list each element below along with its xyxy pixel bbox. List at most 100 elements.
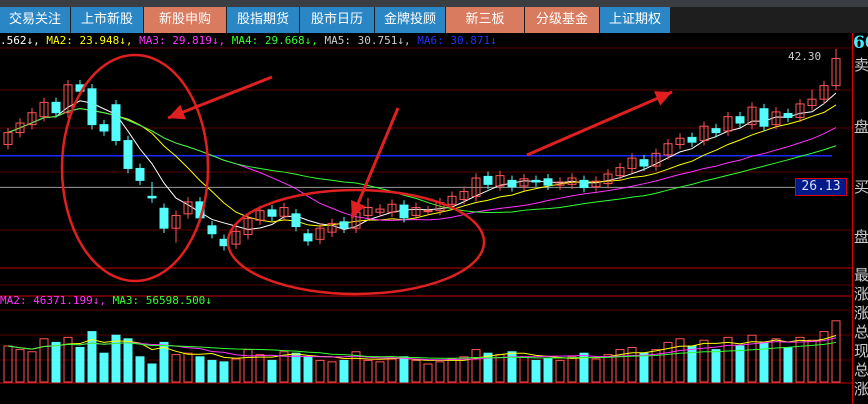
volume-bar xyxy=(615,349,625,383)
candle-body xyxy=(159,207,169,229)
top-menu: 交易关注 上市新股 新股申购 股指期货 股市日历 金牌投顾 新三板 分级基金 上证期权 xyxy=(0,7,868,33)
ma30-line xyxy=(7,107,837,213)
candle-body xyxy=(375,208,385,213)
volume-bar xyxy=(507,351,517,383)
candle-body xyxy=(111,104,121,142)
annotation-arrow xyxy=(526,90,673,157)
volume-bar xyxy=(735,345,745,383)
volume-bar xyxy=(363,359,373,383)
right-panel-label: 盘 xyxy=(854,228,868,246)
candle-body xyxy=(615,167,625,177)
menu-item-0[interactable]: 交易关注 xyxy=(0,7,70,33)
right-panel-label: 最 xyxy=(854,266,868,284)
menu-item-4[interactable]: 股市日历 xyxy=(300,7,374,33)
volume-bar xyxy=(543,357,553,383)
candle-body xyxy=(675,137,685,146)
ma5-line xyxy=(7,92,837,230)
menu-item-7[interactable]: 分级基金 xyxy=(525,7,599,33)
right-panel-label: 盘 xyxy=(854,118,868,136)
candle-body xyxy=(327,222,337,233)
menu-item-1[interactable]: 上市新股 xyxy=(71,7,143,33)
candle-body xyxy=(231,230,241,245)
candle-body xyxy=(39,101,49,118)
legend-entry: MA4: 29.668↓, xyxy=(231,34,325,47)
candle-body xyxy=(15,122,25,134)
right-panel-top-value: 60 xyxy=(853,33,868,53)
ma10-line xyxy=(7,104,837,227)
legend-entry: MA2: 46371.199↓, xyxy=(0,294,113,307)
volume-bar xyxy=(219,361,229,383)
right-panel-label: 涨 xyxy=(854,285,868,303)
candle-body xyxy=(387,203,397,213)
volume-bar xyxy=(435,361,445,383)
menu-item-2[interactable]: 新股申购 xyxy=(144,7,226,33)
candle-body xyxy=(3,132,13,146)
candle-body xyxy=(699,125,709,142)
menu-item-8[interactable]: 上证期权 xyxy=(600,7,670,33)
price-ma-legend: .562↓, MA2: 23.948↓, MA3: 29.819↓, MA4: … xyxy=(0,34,497,48)
volume-bar xyxy=(315,359,325,383)
volume-bar xyxy=(171,354,181,383)
menu-item-5[interactable]: 金牌投顾 xyxy=(375,7,445,33)
candle-body xyxy=(639,159,649,167)
candle-body xyxy=(147,195,157,199)
candle-body xyxy=(579,179,589,189)
volume-bar xyxy=(627,346,637,383)
menu-item-6[interactable]: 新三板 xyxy=(446,7,524,33)
annotation-arrow-head xyxy=(654,91,672,106)
volume-bar xyxy=(819,331,829,383)
candle-body xyxy=(711,128,721,134)
volume-bar xyxy=(495,354,505,383)
candle-body xyxy=(99,124,109,132)
candle-body xyxy=(27,112,37,126)
volume-ma-line xyxy=(7,337,837,361)
volume-bar xyxy=(423,363,433,383)
volume-bar xyxy=(279,351,289,383)
candle-body xyxy=(723,116,733,132)
volume-bar xyxy=(603,354,613,383)
volume-bar xyxy=(327,361,337,383)
volume-bar xyxy=(99,352,109,383)
volume-bar xyxy=(51,341,61,383)
volume-bar xyxy=(231,358,241,383)
candle-body xyxy=(363,206,373,216)
candle-body xyxy=(291,213,301,228)
volume-bar xyxy=(255,354,265,383)
right-panel-label: 卖 xyxy=(854,56,868,74)
volume-bar xyxy=(63,336,73,383)
candle-body xyxy=(183,201,193,215)
volume-bar xyxy=(531,359,541,383)
volume-bar xyxy=(663,341,673,383)
volume-bar xyxy=(411,359,421,383)
volume-bar xyxy=(27,351,37,383)
candle-body xyxy=(135,167,145,181)
right-panel-label: 总 xyxy=(854,323,868,341)
legend-entry: MA2: 23.948↓, xyxy=(46,34,140,47)
candle-body xyxy=(339,221,349,229)
candle-body xyxy=(735,116,745,124)
volume-bar xyxy=(399,356,409,383)
volume-bar xyxy=(675,338,685,383)
candle-body xyxy=(303,233,313,242)
candle-body xyxy=(771,111,781,126)
candle-body xyxy=(795,103,805,118)
right-panel-label: 买 xyxy=(854,178,868,196)
volume-bar xyxy=(3,345,13,383)
volume-bar xyxy=(87,331,97,383)
volume-bar xyxy=(459,356,469,383)
volume-ma-line xyxy=(7,341,837,359)
volume-bar xyxy=(471,349,481,383)
candle-body xyxy=(63,84,73,114)
volume-bar xyxy=(519,356,529,383)
volume-bar xyxy=(183,352,193,383)
candle-body xyxy=(819,85,829,100)
volume-bar xyxy=(807,339,817,383)
volume-bar xyxy=(207,359,217,383)
right-panel-label: 涨 xyxy=(854,304,868,322)
menu-item-3[interactable]: 股指期货 xyxy=(227,7,299,33)
volume-bar xyxy=(243,349,253,383)
legend-entry: MA5: 30.751↓, xyxy=(324,34,418,47)
candle-body xyxy=(495,175,505,187)
volume-bar xyxy=(111,334,121,383)
